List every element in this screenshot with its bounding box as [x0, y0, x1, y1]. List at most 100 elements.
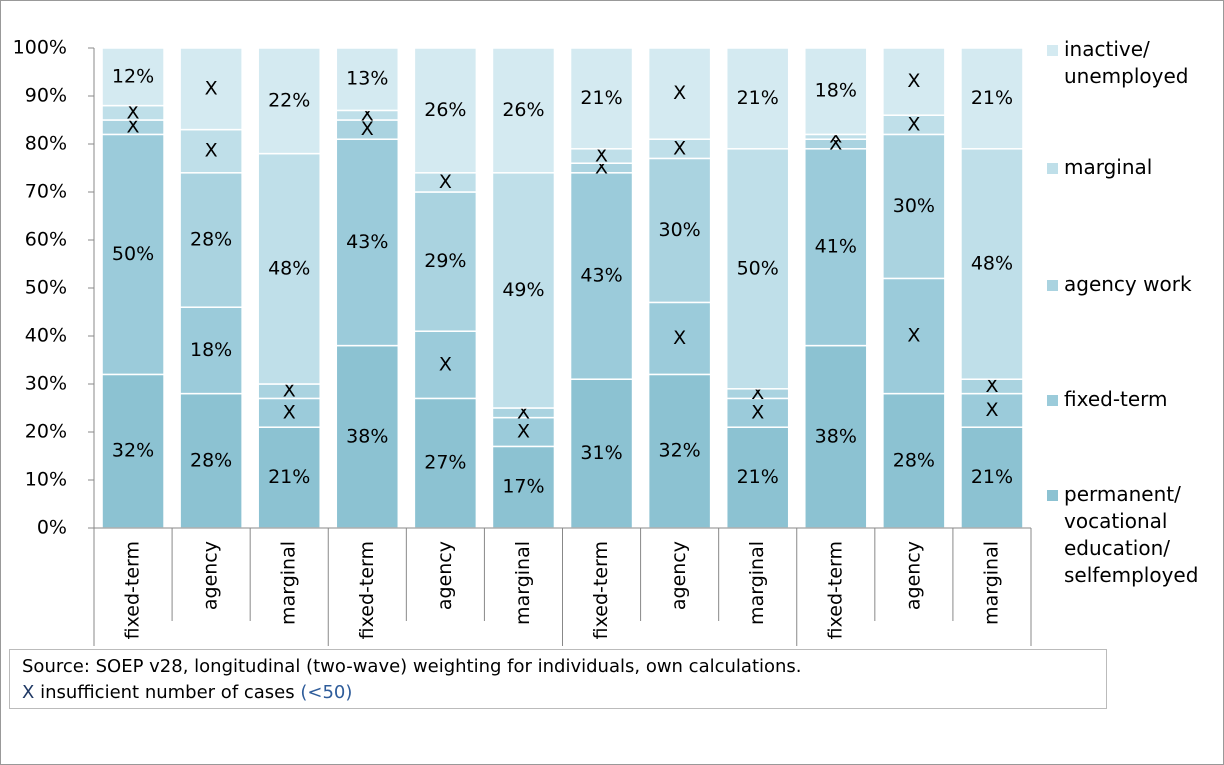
data-label: X	[205, 140, 218, 162]
x-tick-label: fixed-term	[122, 541, 144, 639]
bar-segment	[882, 392, 946, 529]
bar-segment	[725, 426, 790, 529]
bar-segment	[179, 172, 243, 308]
y-tick-label: 0%	[37, 517, 67, 539]
x-tick-label: marginal	[278, 541, 300, 625]
y-tick-label: 30%	[25, 373, 67, 395]
legend-swatch	[1047, 490, 1058, 501]
x-tick-label: marginal	[746, 541, 768, 625]
data-label: 28%	[190, 449, 232, 471]
data-label: 22%	[268, 89, 310, 111]
legend-label: inactive/ unemployed	[1064, 37, 1189, 88]
data-label: 12%	[112, 65, 154, 87]
bar-segment	[960, 148, 1024, 380]
bar-segment	[491, 47, 556, 174]
data-label: X	[595, 145, 608, 167]
data-label: 28%	[190, 229, 232, 251]
data-label: 43%	[580, 265, 622, 287]
y-tick-label: 80%	[25, 133, 67, 155]
legend-label: marginal	[1064, 155, 1153, 179]
bar-segment	[413, 330, 478, 400]
data-label: X	[439, 353, 452, 375]
data-label: X	[517, 421, 530, 443]
data-label: X	[205, 77, 218, 99]
data-label: 18%	[815, 80, 857, 102]
data-label: X	[985, 399, 998, 421]
bar-segment	[725, 397, 790, 428]
data-label: 38%	[346, 425, 388, 447]
data-label: 13%	[346, 68, 388, 90]
x-tick-label: agency	[902, 541, 924, 610]
data-label: 30%	[659, 219, 701, 241]
data-label: X	[361, 118, 374, 140]
bar-segment	[569, 378, 634, 529]
symbol-text: insufficient number of cases	[40, 682, 295, 703]
bar-segment	[413, 47, 478, 174]
data-label: X	[283, 380, 296, 402]
data-label: 43%	[346, 231, 388, 253]
data-label: 50%	[112, 243, 154, 265]
legend-item: permanent/ vocational education/ selfemp…	[1047, 481, 1217, 589]
bar-segment	[101, 47, 165, 107]
legend-item: agency work	[1047, 271, 1217, 298]
legend-item: fixed-term	[1047, 386, 1217, 413]
data-label: 30%	[893, 195, 935, 217]
source-note: Source: SOEP v28, longitudinal (two-wave…	[9, 649, 1107, 709]
bar-segment	[179, 392, 243, 529]
x-tick-label: agency	[434, 541, 456, 610]
data-label: 21%	[971, 466, 1013, 488]
y-tick-label: 40%	[25, 325, 67, 347]
data-label: 21%	[737, 87, 779, 109]
data-label: 50%	[737, 257, 779, 279]
legend-swatch	[1047, 395, 1058, 406]
y-tick-label: 50%	[25, 277, 67, 299]
data-label: X	[673, 137, 686, 159]
y-tick-label: 20%	[25, 421, 67, 443]
bar-segment	[882, 133, 946, 280]
bar-segment	[413, 191, 478, 332]
bar-segment	[257, 426, 321, 529]
data-label: 17%	[502, 476, 544, 498]
x-tick-label: marginal	[980, 541, 1002, 625]
data-label: 41%	[815, 236, 857, 258]
data-label: 32%	[659, 440, 701, 462]
data-label: 27%	[424, 452, 466, 474]
bar-segment	[491, 416, 556, 448]
bar-segment	[647, 157, 712, 304]
data-label: X	[439, 171, 452, 193]
x-tick-label: agency	[668, 541, 690, 610]
data-label: X	[673, 327, 686, 349]
data-label: X	[985, 375, 998, 397]
x-tick-label: fixed-term	[590, 541, 612, 639]
bar-segment	[335, 47, 400, 112]
source-text: Source: SOEP v28, longitudinal (two-wave…	[22, 656, 802, 677]
bar-segment	[101, 133, 165, 376]
legend-item: marginal	[1047, 154, 1217, 181]
bar-segment	[882, 47, 946, 116]
bar-segment	[804, 47, 868, 136]
y-tick-label: 100%	[13, 37, 67, 59]
data-label: X	[751, 401, 764, 423]
data-label: 21%	[737, 466, 779, 488]
legend-label: permanent/ vocational education/ selfemp…	[1064, 482, 1199, 587]
legend-label: agency work	[1064, 272, 1192, 296]
data-label: 29%	[424, 250, 466, 272]
data-label: X	[907, 113, 920, 135]
bar-segment	[725, 47, 790, 150]
bar-segment	[960, 392, 1024, 428]
bar-segment	[257, 47, 321, 155]
bar-segment	[569, 47, 634, 150]
x-tick-label: marginal	[512, 541, 534, 625]
data-label: 32%	[112, 440, 154, 462]
bar-segment	[647, 301, 712, 376]
data-label: 38%	[815, 425, 857, 447]
x-tick-label: agency	[200, 541, 222, 610]
data-label: 26%	[502, 99, 544, 121]
data-label: X	[127, 116, 140, 138]
data-label: 21%	[971, 87, 1013, 109]
x-tick-label: fixed-term	[824, 541, 846, 639]
data-label: 49%	[502, 279, 544, 301]
legend-item: inactive/ unemployed	[1047, 36, 1217, 90]
